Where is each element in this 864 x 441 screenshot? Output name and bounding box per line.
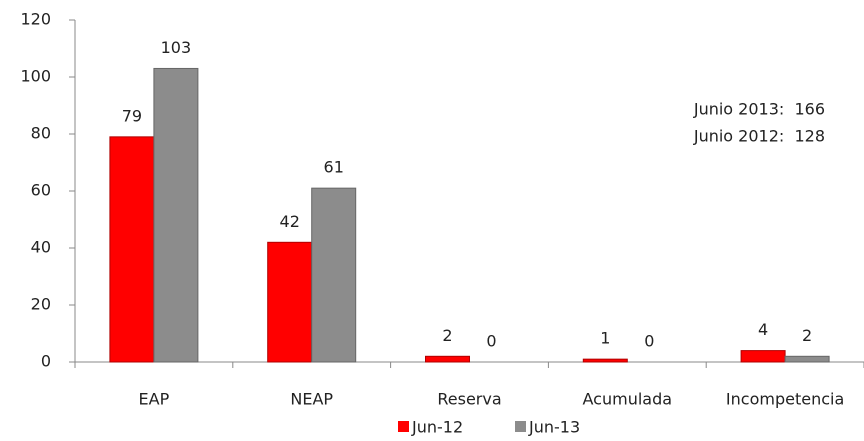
bar bbox=[784, 355, 830, 363]
data-label: 103 bbox=[161, 38, 192, 57]
legend-label: Jun-13 bbox=[528, 418, 580, 437]
data-label: 2 bbox=[802, 326, 812, 345]
annotation: Junio 2013: 166 bbox=[693, 100, 825, 119]
data-label: 0 bbox=[486, 332, 496, 351]
x-tick-label: Reserva bbox=[437, 390, 501, 409]
data-label: 79 bbox=[122, 106, 142, 125]
y-tick-label: 0 bbox=[41, 352, 51, 371]
data-label: 4 bbox=[758, 320, 768, 339]
legend-label: Jun-12 bbox=[411, 418, 463, 437]
y-tick-label: 60 bbox=[31, 181, 51, 200]
data-label: 1 bbox=[600, 329, 610, 348]
data-label: 42 bbox=[280, 212, 300, 231]
x-tick-label: Incompetencia bbox=[726, 390, 844, 409]
bar bbox=[582, 358, 628, 363]
data-label: 2 bbox=[442, 326, 452, 345]
data-label: 0 bbox=[644, 332, 654, 351]
bar bbox=[311, 187, 357, 363]
bar bbox=[267, 241, 313, 363]
bar bbox=[740, 350, 786, 363]
annotation: Junio 2012: 128 bbox=[693, 127, 825, 146]
x-tick-label: Acumulada bbox=[583, 390, 673, 409]
y-tick-label: 120 bbox=[20, 10, 51, 29]
y-tick-label: 80 bbox=[31, 124, 51, 143]
legend-swatch bbox=[515, 421, 526, 432]
bar bbox=[425, 355, 470, 363]
y-tick-label: 20 bbox=[31, 295, 51, 314]
bar bbox=[153, 67, 199, 363]
legend-swatch bbox=[398, 421, 409, 432]
x-tick-label: NEAP bbox=[290, 390, 333, 409]
bar bbox=[109, 136, 155, 363]
data-label: 61 bbox=[324, 158, 344, 177]
x-tick-label: EAP bbox=[139, 390, 170, 409]
y-tick-label: 40 bbox=[31, 238, 51, 257]
y-tick-label: 100 bbox=[20, 67, 51, 86]
